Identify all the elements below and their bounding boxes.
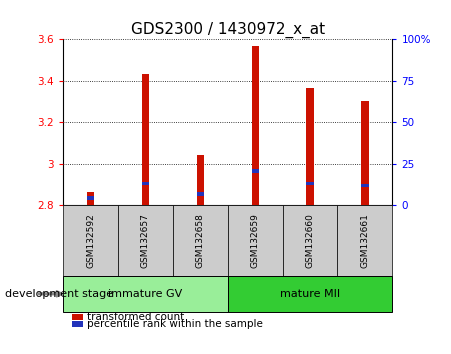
Bar: [142, 74, 149, 205]
Text: GSM132660: GSM132660: [306, 213, 314, 268]
Bar: [197, 192, 204, 196]
Text: immature GV: immature GV: [108, 289, 183, 299]
Bar: [87, 192, 94, 205]
Text: GSM132661: GSM132661: [360, 213, 369, 268]
Title: GDS2300 / 1430972_x_at: GDS2300 / 1430972_x_at: [131, 21, 325, 38]
Text: development stage: development stage: [5, 289, 113, 299]
Bar: [142, 182, 149, 185]
Bar: [361, 101, 368, 205]
Text: GSM132658: GSM132658: [196, 213, 205, 268]
Text: percentile rank within the sample: percentile rank within the sample: [87, 319, 262, 329]
Text: GSM132657: GSM132657: [141, 213, 150, 268]
Bar: [197, 155, 204, 205]
Bar: [307, 88, 313, 205]
Text: transformed count: transformed count: [87, 312, 184, 322]
Bar: [307, 182, 313, 185]
Bar: [252, 169, 259, 173]
Text: mature MII: mature MII: [280, 289, 340, 299]
Text: GSM132592: GSM132592: [86, 213, 95, 268]
Bar: [87, 196, 94, 200]
Text: GSM132659: GSM132659: [251, 213, 260, 268]
Bar: [252, 46, 259, 205]
Bar: [361, 184, 368, 187]
